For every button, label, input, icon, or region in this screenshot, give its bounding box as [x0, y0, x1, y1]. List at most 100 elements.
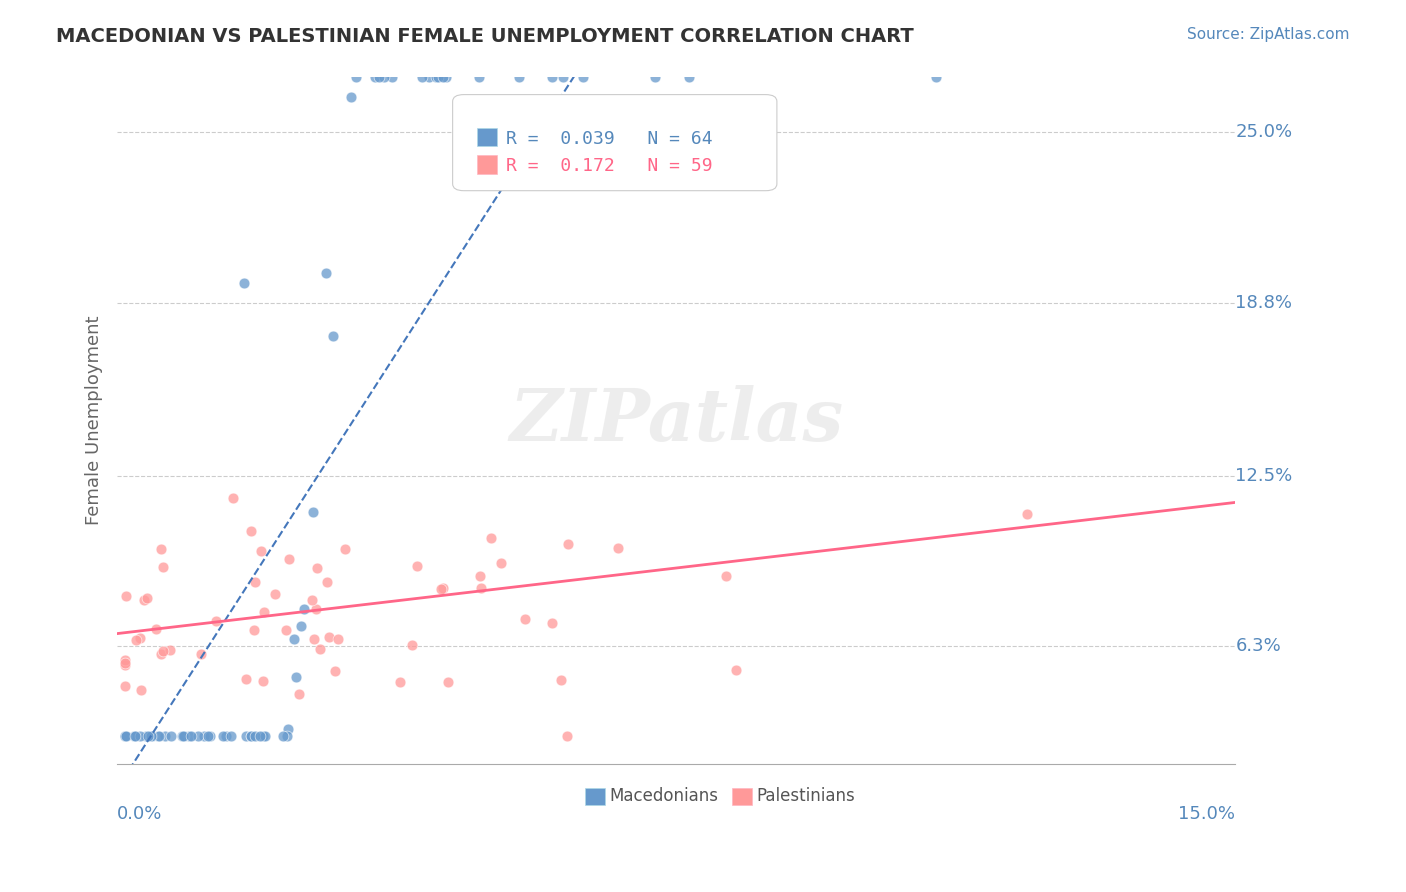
Point [198, 730, 221, 744]
Point [124, 730, 146, 744]
Point [177, 730, 200, 744]
Point [401, 638, 423, 652]
Point [128, 632, 150, 646]
Point [373, 70, 395, 85]
Text: 6.3%: 6.3% [1236, 637, 1281, 655]
Point [277, 551, 299, 566]
Point [153, 730, 176, 744]
Point [115, 730, 138, 744]
Point [159, 643, 181, 657]
Point [197, 730, 219, 744]
Point [193, 730, 215, 744]
Point [305, 561, 328, 575]
FancyBboxPatch shape [733, 788, 752, 805]
Point [301, 593, 323, 607]
Point [540, 615, 562, 630]
Point [288, 687, 311, 701]
Point [344, 70, 367, 85]
Point [187, 730, 209, 744]
Point [141, 730, 163, 744]
Point [276, 730, 298, 744]
Point [139, 730, 162, 744]
Point [219, 730, 242, 744]
Point [606, 541, 628, 556]
Point [235, 672, 257, 686]
Point [292, 602, 315, 616]
Text: R =  0.172   N = 59: R = 0.172 N = 59 [506, 157, 713, 175]
Text: Source: ZipAtlas.com: Source: ZipAtlas.com [1187, 27, 1350, 42]
Point [180, 730, 202, 744]
Point [190, 647, 212, 661]
Point [540, 70, 562, 85]
Point [264, 586, 287, 600]
Point [418, 70, 440, 85]
Point [114, 653, 136, 667]
Point [283, 632, 305, 646]
Point [924, 70, 946, 85]
Point [170, 730, 193, 744]
Point [426, 70, 449, 85]
Point [318, 630, 340, 644]
Point [323, 664, 346, 678]
Point [430, 582, 453, 597]
Y-axis label: Female Unemployment: Female Unemployment [86, 316, 103, 525]
Point [148, 730, 170, 744]
Point [212, 730, 235, 744]
Point [571, 70, 593, 85]
Point [222, 491, 245, 506]
Point [489, 556, 512, 570]
Point [240, 730, 263, 744]
Point [388, 674, 411, 689]
Point [274, 623, 297, 637]
FancyBboxPatch shape [453, 95, 778, 191]
Point [644, 70, 666, 85]
Point [508, 70, 530, 85]
Point [129, 682, 152, 697]
FancyBboxPatch shape [477, 155, 498, 174]
Point [235, 730, 257, 744]
Point [215, 730, 238, 744]
Point [553, 70, 575, 85]
Text: 0.0%: 0.0% [117, 805, 163, 823]
Point [239, 524, 262, 539]
Point [124, 730, 146, 744]
Point [132, 593, 155, 607]
Point [437, 675, 460, 690]
Point [678, 70, 700, 85]
Point [252, 605, 274, 619]
Point [114, 656, 136, 670]
Point [277, 722, 299, 736]
Point [124, 730, 146, 744]
Point [285, 670, 308, 684]
Point [315, 574, 337, 589]
Point [128, 730, 150, 744]
FancyBboxPatch shape [477, 128, 498, 146]
Point [243, 623, 266, 637]
Point [172, 730, 194, 744]
Text: ZIPatlas: ZIPatlas [509, 385, 844, 456]
Point [114, 730, 136, 744]
Point [363, 70, 385, 85]
Point [243, 730, 266, 744]
Point [425, 70, 447, 85]
Point [114, 657, 136, 672]
Point [434, 70, 457, 85]
Text: 25.0%: 25.0% [1236, 123, 1292, 141]
Point [368, 70, 391, 85]
Point [148, 730, 170, 744]
Point [114, 679, 136, 693]
Point [239, 730, 262, 744]
Point [160, 730, 183, 744]
Point [725, 663, 748, 677]
Point [557, 730, 579, 744]
Point [302, 504, 325, 518]
Point [557, 536, 579, 550]
Point [125, 632, 148, 647]
Point [432, 70, 454, 85]
FancyBboxPatch shape [585, 788, 605, 805]
Point [173, 730, 195, 744]
Text: R =  0.039   N = 64: R = 0.039 N = 64 [506, 129, 713, 147]
Point [481, 531, 503, 545]
Point [468, 70, 491, 85]
Text: 12.5%: 12.5% [1236, 467, 1292, 484]
